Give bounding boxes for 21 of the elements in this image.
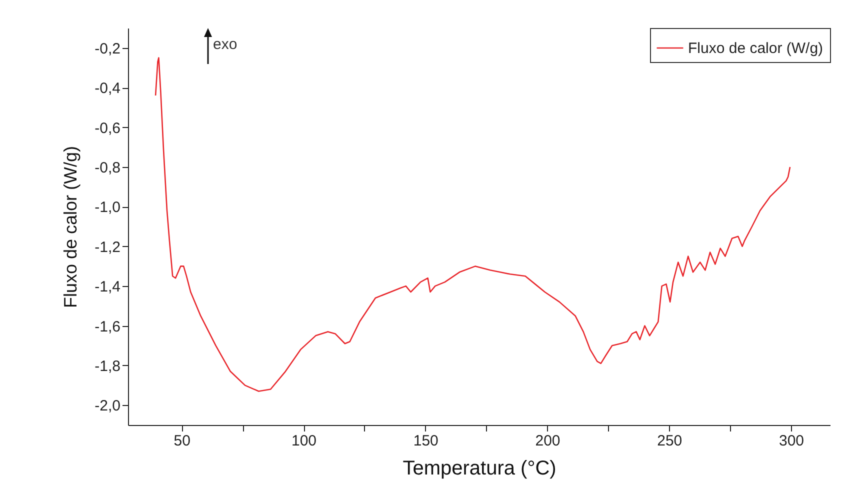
x-tick-label: 150 bbox=[413, 432, 438, 450]
x-tick-label: 200 bbox=[535, 432, 560, 450]
y-tick-label: -1,8 bbox=[94, 358, 120, 375]
y-tick-label: -0,4 bbox=[94, 80, 120, 98]
y-tick-label: -1,2 bbox=[94, 238, 120, 256]
x-tick-label: 50 bbox=[174, 432, 190, 450]
legend-label: Fluxo de calor (W/g) bbox=[688, 40, 824, 57]
x-tick-label: 300 bbox=[778, 432, 804, 450]
y-tick-label: -1,4 bbox=[94, 278, 120, 296]
annotation: exo bbox=[213, 36, 238, 53]
x-tick-label: 250 bbox=[657, 432, 682, 450]
y-axis-title: Fluxo de calor (W/g) bbox=[60, 146, 81, 308]
y-tick-label: -0,6 bbox=[94, 120, 120, 137]
y-tick-label: -0,2 bbox=[94, 40, 120, 58]
y-tick-label: -1,0 bbox=[94, 199, 120, 216]
x-axis-title: Temperatura (°C) bbox=[402, 458, 556, 480]
y-tick-label: -0,8 bbox=[94, 159, 120, 176]
y-tick-label: -2,0 bbox=[94, 398, 120, 415]
x-tick-label: 100 bbox=[291, 432, 317, 450]
line-series bbox=[154, 57, 791, 392]
y-tick-label: -1,6 bbox=[94, 318, 120, 336]
